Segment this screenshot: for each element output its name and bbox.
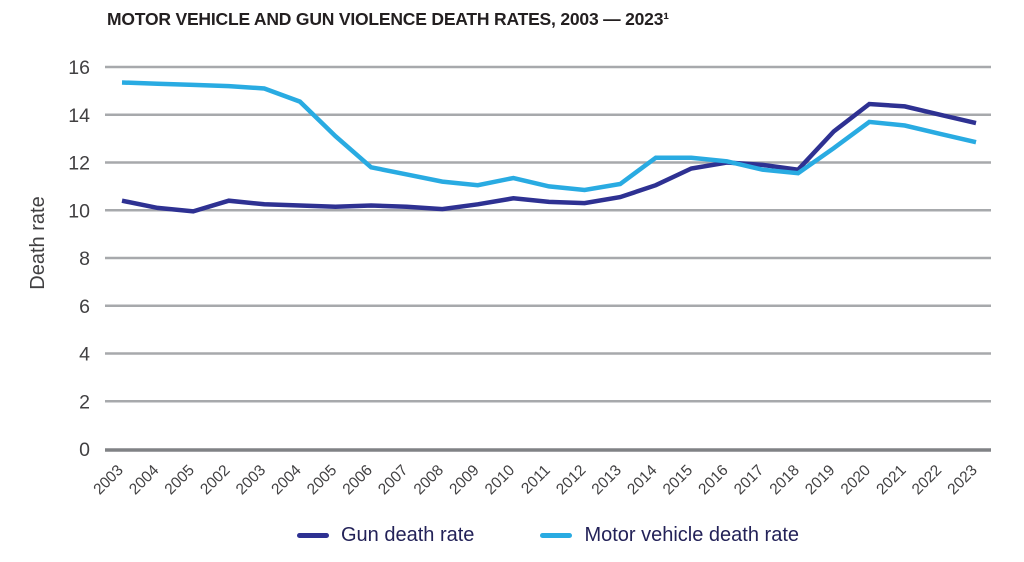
legend-label-motor-vehicle-death-rate: Motor vehicle death rate xyxy=(584,524,799,546)
legend-item-gun-death-rate: Gun death rate xyxy=(297,524,474,547)
x-tick-label: 2004 xyxy=(126,462,163,499)
x-tick-label: 2018 xyxy=(767,462,803,498)
x-tick-label: 2016 xyxy=(695,462,731,498)
chart-title: MOTOR VEHICLE AND GUN VIOLENCE DEATH RAT… xyxy=(107,9,669,29)
y-tick-label: 0 xyxy=(79,439,90,461)
x-tick-label: 2003 xyxy=(233,462,269,498)
x-tick-label: 2007 xyxy=(375,462,411,498)
y-tick-label: 2 xyxy=(79,391,90,413)
y-tick-label: 14 xyxy=(68,105,90,127)
y-tick-label: 10 xyxy=(68,200,90,222)
grid-layer xyxy=(105,65,991,452)
x-tick-label: 2009 xyxy=(446,462,482,498)
x-tick-label: 2017 xyxy=(731,462,767,498)
x-tick-label: 2019 xyxy=(802,462,838,498)
y-tick-label: 4 xyxy=(79,344,90,366)
x-tick-label: 2013 xyxy=(589,462,625,498)
x-tick-label: 2014 xyxy=(624,462,661,499)
x-tick-label: 2004 xyxy=(268,462,305,499)
series-line-gun-death-rate xyxy=(121,101,977,214)
series-line-motor-vehicle-death-rate xyxy=(121,80,977,193)
gun-death-rate-line-swatch-icon xyxy=(297,532,329,539)
x-tick-label: 2023 xyxy=(944,462,980,498)
x-tick-label: 2006 xyxy=(340,462,376,498)
x-tick-label: 2005 xyxy=(304,462,340,498)
y-tick-label: 6 xyxy=(79,296,90,318)
x-tick-label: 2011 xyxy=(518,462,554,498)
x-tick-label: 2002 xyxy=(197,462,233,498)
x-tick-label: 2015 xyxy=(660,462,696,498)
x-tick-label: 2020 xyxy=(838,462,875,499)
x-tick-label: 2021 xyxy=(873,462,909,498)
x-tick-label: 2010 xyxy=(482,462,519,499)
y-tick-label: 12 xyxy=(68,153,90,175)
x-tick-label: 2005 xyxy=(162,462,198,498)
y-tick-label: 8 xyxy=(79,248,90,270)
y-tick-label: 16 xyxy=(68,57,90,79)
legend: Gun death rate Motor vehicle death rate xyxy=(105,524,991,547)
series-layer xyxy=(121,80,977,214)
motor-vehicle-death-rate-line-swatch-icon xyxy=(540,532,573,539)
legend-label-gun-death-rate: Gun death rate xyxy=(341,524,475,546)
y-axis-title: Death rate xyxy=(27,196,49,289)
x-tick-label: 2022 xyxy=(909,462,945,498)
legend-item-motor-vehicle-death-rate: Motor vehicle death rate xyxy=(540,524,799,547)
x-tick-label: 2003 xyxy=(90,462,126,498)
x-tick-label: 2008 xyxy=(411,462,447,498)
x-tick-label: 2012 xyxy=(553,462,589,498)
